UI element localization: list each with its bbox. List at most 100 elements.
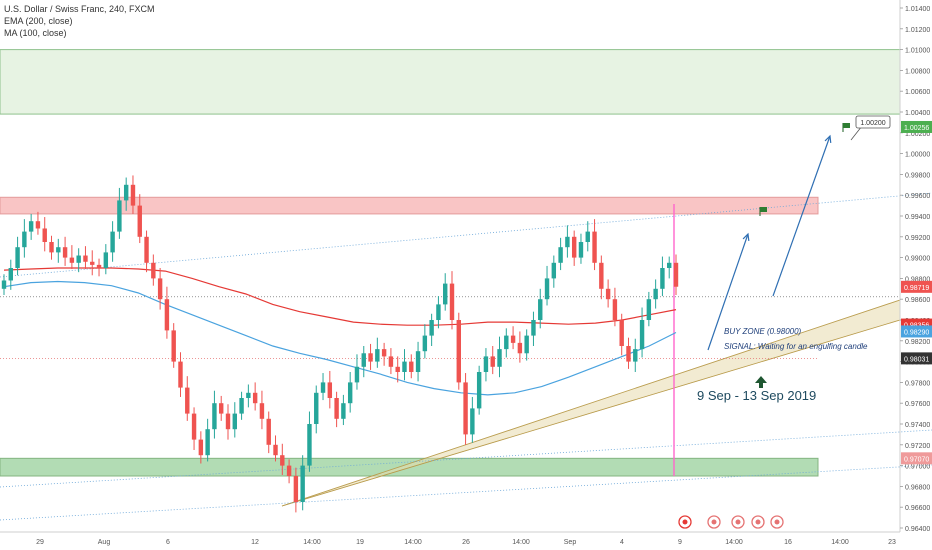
price-badge-label: 0.98031 (904, 356, 929, 363)
candle-body (510, 335, 516, 343)
candle-body (544, 278, 550, 300)
candle-body (612, 299, 618, 320)
y-tick-label: 0.96800 (905, 484, 930, 491)
candle-body (571, 236, 577, 258)
candle-body (8, 268, 13, 281)
y-tick-label: 1.01200 (905, 27, 930, 34)
candle-body (633, 349, 638, 362)
candle-body (517, 342, 523, 354)
candle-body (347, 382, 353, 404)
channel-upper-line (281, 299, 901, 507)
candle-body (164, 299, 170, 331)
projection-arrow-2 (772, 135, 831, 297)
x-tick-label: 9 (678, 539, 682, 546)
economic-event-dot (682, 519, 688, 525)
y-tick-label: 0.98800 (905, 276, 930, 283)
zone-resistance (0, 196, 819, 215)
candle-body (42, 228, 47, 242)
candle-body (76, 255, 81, 263)
x-tick-label: 14:00 (725, 539, 743, 546)
candle-body (395, 366, 400, 372)
candle-body (320, 382, 326, 393)
candle-body (259, 403, 265, 419)
y-tick-label: 1.01000 (905, 48, 930, 55)
x-tick-label: 14:00 (512, 539, 530, 546)
x-tick-label: 14:00 (831, 539, 849, 546)
y-tick-label: 1.00000 (905, 152, 930, 159)
candle-body (653, 288, 658, 300)
y-tick-label: 0.97200 (905, 443, 930, 450)
y-tick-label: 1.00200 (905, 131, 930, 138)
y-tick-label: 0.99400 (905, 214, 930, 221)
candle-body (314, 392, 319, 424)
candle-body (341, 403, 346, 419)
candle-body (266, 418, 271, 445)
candle-body (205, 429, 210, 456)
y-tick-label: 0.99200 (905, 235, 930, 242)
candle-body (137, 205, 142, 237)
candle-body (103, 252, 109, 268)
candle-body (286, 465, 292, 476)
ema-legend: EMA (200, close) (4, 16, 73, 26)
up-arrow-icon (755, 376, 767, 388)
x-tick-label: 16 (784, 539, 792, 546)
x-tick-label: 4 (620, 539, 624, 546)
candle-body (35, 221, 41, 229)
candle-body (605, 288, 611, 300)
candle-body (83, 255, 88, 262)
candle-body (361, 353, 366, 367)
chart-legend: U.S. Dollar / Swiss Franc, 240, FXCM EMA… (4, 3, 155, 39)
candle-body (660, 268, 665, 289)
candle-body (504, 335, 509, 350)
projection-arrow-1 (707, 233, 749, 351)
candle-body (524, 335, 529, 354)
candle-body (123, 184, 129, 201)
y-tick-label: 0.99000 (905, 256, 930, 263)
candle-body (409, 361, 414, 372)
candle-body (538, 299, 543, 320)
economic-event-dot (735, 519, 741, 525)
candle-body (151, 262, 156, 279)
price-badge (901, 452, 932, 465)
x-tick-label: 14:00 (303, 539, 321, 546)
price-badge-label: 0.97070 (904, 456, 929, 463)
candle-body (225, 413, 231, 430)
candle-body (90, 261, 95, 265)
economic-event-dot (755, 519, 761, 525)
candle-body (69, 257, 75, 263)
candle-body (49, 242, 54, 253)
y-tick-label: 1.01400 (905, 6, 930, 13)
target-flag-icon (759, 207, 767, 216)
economic-event-dot (711, 519, 717, 525)
y-tick-label: 1.00400 (905, 110, 930, 117)
candle-body (130, 184, 136, 206)
symbol-title: U.S. Dollar / Swiss Franc, 240, FXCM (4, 4, 155, 14)
candle-body (212, 403, 217, 430)
candle-body (62, 247, 68, 258)
candle-body (198, 439, 204, 456)
candle-body (307, 424, 312, 466)
channel-lower-line (281, 319, 901, 507)
candle-body (422, 335, 428, 352)
candle-body (565, 236, 570, 248)
candle-body (592, 231, 597, 263)
signal-note: SIGNAL: Waiting for an engulfing candle (724, 342, 868, 351)
y-tick-label: 1.00600 (905, 89, 930, 96)
y-tick-label: 0.97000 (905, 464, 930, 471)
candle-body (531, 320, 536, 336)
x-tick-label: Aug (98, 539, 111, 546)
price-badge-label: 0.98290 (904, 329, 929, 336)
target-label: 1.00200 (860, 120, 885, 127)
candle-body (273, 444, 278, 456)
candle-body (436, 304, 441, 320)
candle-body (449, 283, 455, 320)
zone-resistance-top (0, 49, 901, 115)
ma-100-line (3, 280, 677, 396)
candle-body (354, 366, 360, 383)
y-tick-label: 0.97800 (905, 380, 930, 387)
date-range-note: 9 Sep - 13 Sep 2019 (697, 388, 816, 403)
y-tick-label: 0.96600 (905, 505, 930, 512)
candle-body (626, 346, 631, 362)
candle-body (490, 356, 495, 367)
